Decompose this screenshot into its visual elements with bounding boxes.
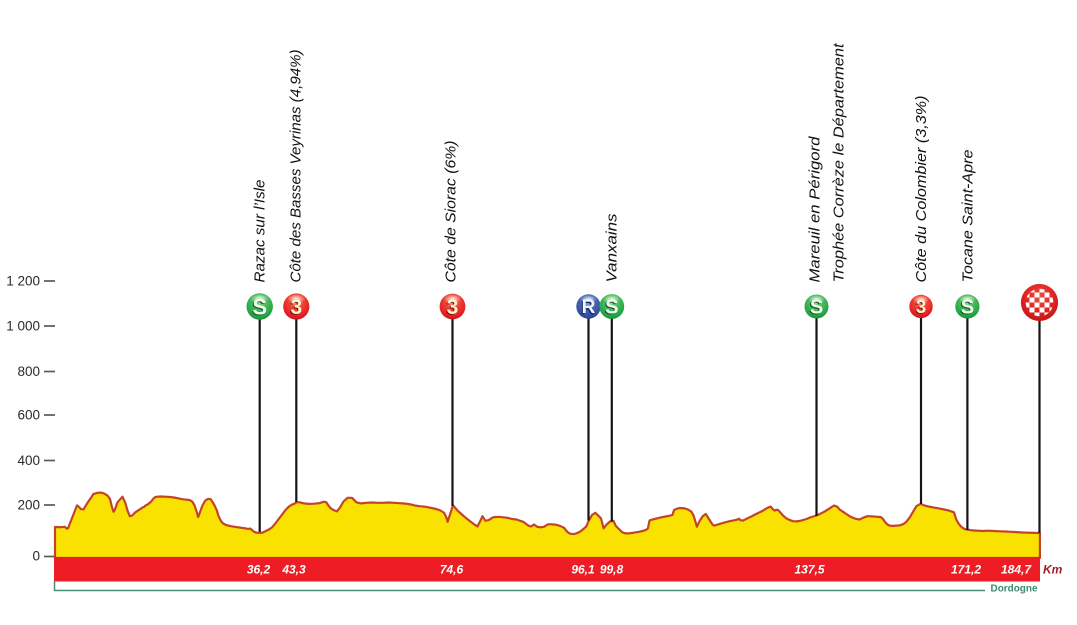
svg-text:1 200: 1 200 [6, 274, 40, 289]
svg-text:171,2: 171,2 [951, 563, 981, 577]
svg-text:3: 3 [289, 297, 301, 320]
svg-text:3: 3 [447, 296, 459, 319]
svg-text:Dordogne: Dordogne [991, 583, 1038, 595]
svg-text:S: S [252, 294, 267, 319]
svg-text:Côte des Basses Veyrinas (4,94: Côte des Basses Veyrinas (4,94%) [288, 50, 305, 283]
svg-text:3: 3 [290, 296, 302, 319]
svg-text:R: R [582, 297, 596, 318]
svg-text:Mareuil en Périgord: Mareuil en Périgord [807, 136, 824, 283]
svg-text:Vanxains: Vanxains [604, 213, 621, 283]
svg-text:43,3: 43,3 [281, 563, 306, 577]
svg-text:184,7: 184,7 [1001, 563, 1032, 577]
svg-text:S: S [960, 298, 973, 320]
svg-text:3: 3 [446, 297, 458, 320]
svg-text:3: 3 [916, 296, 926, 317]
svg-text:400: 400 [17, 453, 40, 468]
svg-text:R: R [581, 298, 595, 319]
svg-text:Trophée Corrèze le Département: Trophée Corrèze le Département [831, 43, 848, 283]
svg-text:36,2: 36,2 [247, 563, 271, 577]
svg-text:600: 600 [17, 408, 40, 423]
svg-text:137,5: 137,5 [794, 563, 824, 577]
svg-text:S: S [810, 297, 823, 319]
svg-text:S: S [605, 297, 618, 319]
svg-text:S: S [251, 295, 266, 320]
svg-text:3: 3 [915, 297, 925, 318]
svg-text:200: 200 [17, 498, 40, 513]
svg-text:74,6: 74,6 [440, 563, 464, 577]
svg-text:Km: Km [1043, 563, 1063, 577]
svg-text:S: S [809, 298, 822, 320]
svg-text:0: 0 [32, 549, 40, 564]
svg-text:Razac sur l’Isle: Razac sur l’Isle [252, 180, 269, 283]
svg-text:Côte du Colombier (3,3%): Côte du Colombier (3,3%) [913, 96, 930, 283]
svg-text:800: 800 [17, 364, 40, 379]
svg-text:S: S [604, 298, 617, 320]
svg-text:99,8: 99,8 [600, 563, 624, 577]
svg-text:96,1: 96,1 [571, 563, 595, 577]
svg-text:Tocane Saint-Apre: Tocane Saint-Apre [960, 150, 977, 283]
svg-text:Côte de Siorac (6%): Côte de Siorac (6%) [443, 140, 460, 282]
svg-text:S: S [961, 297, 974, 319]
svg-text:1 000: 1 000 [6, 319, 40, 334]
